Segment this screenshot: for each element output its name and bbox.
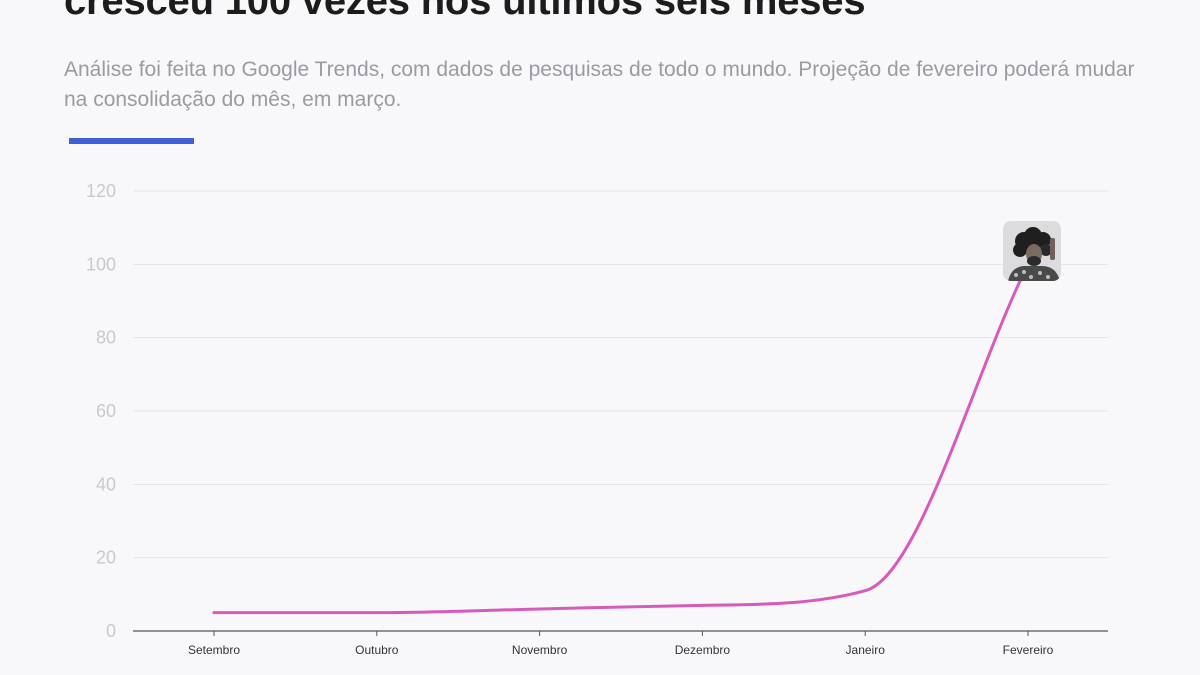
- x-tick-label: Setembro: [188, 643, 240, 657]
- y-tick-label: 100: [86, 254, 116, 274]
- series-line-group: [212, 262, 1030, 615]
- y-axis-ticks: 0 20 40 60 80 100 120: [86, 181, 116, 641]
- data-point: [863, 589, 867, 593]
- data-point: [212, 611, 216, 615]
- person-photo-avatar-icon: [1003, 221, 1061, 281]
- y-tick-label: 120: [86, 181, 116, 201]
- data-point: [538, 607, 542, 611]
- series-line: [212, 262, 1030, 615]
- y-tick-label: 40: [96, 474, 116, 494]
- chart-title: cresceu 100 vezes nos últimos seis meses: [64, 0, 866, 23]
- y-tick-label: 0: [106, 621, 116, 641]
- y-tick-label: 20: [96, 548, 116, 568]
- x-tick-label: Dezembro: [675, 643, 731, 657]
- data-points: [212, 262, 1030, 615]
- x-tick-label: Novembro: [512, 643, 568, 657]
- gridlines: [133, 190, 1108, 559]
- x-axis-ticks: Setembro Outubro Novembro Dezembro Janeiro Fe…: [188, 631, 1054, 657]
- accent-bar: [69, 138, 194, 144]
- x-tick-label: Fevereiro: [1003, 643, 1054, 657]
- y-tick-label: 80: [96, 328, 116, 348]
- y-tick-label: 60: [96, 401, 116, 421]
- data-point: [700, 603, 704, 607]
- data-point: [375, 611, 379, 615]
- chart-subtitle: Análise foi feita no Google Trends, com …: [64, 58, 1135, 111]
- x-tick-label: Janeiro: [846, 643, 886, 657]
- x-tick-label: Outubro: [355, 643, 399, 657]
